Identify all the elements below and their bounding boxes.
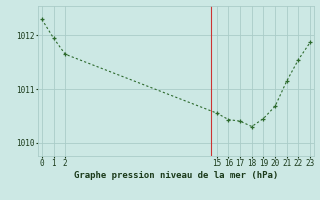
X-axis label: Graphe pression niveau de la mer (hPa): Graphe pression niveau de la mer (hPa) [74,171,278,180]
